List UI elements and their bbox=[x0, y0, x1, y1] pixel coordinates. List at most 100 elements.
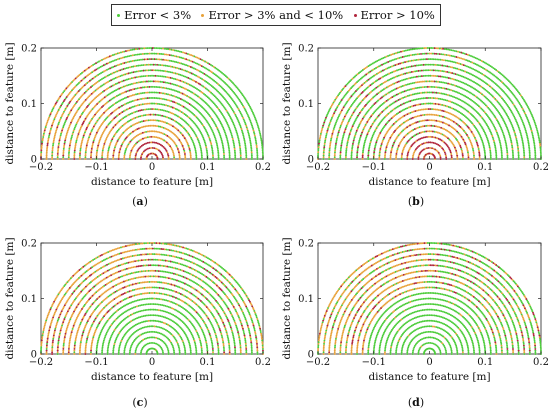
data-point bbox=[136, 104, 139, 107]
data-point bbox=[152, 108, 155, 111]
data-point bbox=[430, 91, 433, 94]
data-point bbox=[45, 122, 48, 125]
data-point bbox=[177, 61, 179, 64]
data-point bbox=[232, 110, 235, 113]
data-point bbox=[73, 151, 76, 154]
data-point bbox=[186, 95, 189, 97]
data-point bbox=[138, 299, 141, 301]
data-point bbox=[324, 136, 327, 139]
data-point bbox=[130, 94, 133, 97]
data-point bbox=[467, 158, 470, 160]
data-point bbox=[196, 109, 199, 112]
data-point bbox=[493, 141, 496, 144]
data-point bbox=[102, 104, 105, 107]
data-point bbox=[113, 147, 116, 150]
data-point bbox=[156, 320, 158, 323]
data-point bbox=[151, 341, 154, 344]
data-point bbox=[168, 93, 171, 96]
data-point bbox=[151, 52, 154, 55]
data-point bbox=[250, 146, 253, 149]
data-point bbox=[374, 144, 377, 147]
data-point bbox=[260, 139, 263, 142]
data-point bbox=[221, 114, 224, 117]
data-point bbox=[515, 139, 518, 142]
data-point bbox=[500, 151, 503, 154]
data-point bbox=[117, 94, 120, 97]
data-point bbox=[250, 154, 253, 157]
data-point bbox=[528, 156, 531, 159]
data-point bbox=[81, 113, 83, 115]
data-point bbox=[157, 119, 160, 122]
data-point bbox=[495, 151, 498, 154]
data-point bbox=[133, 143, 136, 146]
data-point bbox=[412, 104, 415, 107]
data-point bbox=[107, 93, 110, 96]
data-point bbox=[447, 48, 450, 51]
data-point bbox=[121, 74, 123, 77]
data-point bbox=[156, 136, 159, 139]
data-point bbox=[239, 124, 242, 127]
data-point bbox=[72, 106, 74, 109]
data-point bbox=[234, 154, 237, 157]
data-point bbox=[156, 297, 159, 300]
data-point bbox=[501, 158, 503, 160]
data-point bbox=[110, 79, 113, 82]
data-point bbox=[228, 95, 231, 98]
y-axis-label: distance to feature [m] bbox=[281, 42, 293, 164]
data-point bbox=[88, 95, 91, 98]
data-point bbox=[89, 94, 92, 96]
data-point bbox=[239, 126, 242, 129]
data-point bbox=[506, 152, 509, 155]
data-point bbox=[102, 339, 105, 342]
data-point bbox=[163, 92, 166, 95]
data-point bbox=[49, 131, 51, 134]
data-point bbox=[170, 54, 173, 57]
data-point bbox=[239, 149, 242, 152]
data-point bbox=[124, 50, 127, 53]
data-point bbox=[224, 118, 227, 121]
data-point bbox=[93, 124, 96, 126]
data-point bbox=[130, 71, 133, 74]
data-point bbox=[95, 112, 98, 115]
data-point bbox=[152, 80, 155, 83]
data-point bbox=[334, 147, 337, 150]
data-point bbox=[510, 142, 513, 145]
data-point bbox=[146, 52, 149, 55]
data-point bbox=[465, 146, 468, 149]
data-point bbox=[107, 344, 110, 347]
data-point bbox=[413, 48, 416, 50]
data-point bbox=[519, 131, 522, 134]
data-point bbox=[401, 151, 404, 154]
data-point bbox=[142, 125, 145, 128]
data-point bbox=[230, 118, 233, 121]
data-point bbox=[122, 131, 125, 134]
data-point bbox=[411, 158, 414, 160]
data-point bbox=[416, 92, 419, 95]
data-point bbox=[90, 156, 92, 159]
data-point bbox=[229, 115, 231, 118]
data-point bbox=[147, 319, 150, 322]
data-point bbox=[233, 102, 236, 105]
data-point bbox=[420, 58, 423, 61]
data-point bbox=[207, 122, 210, 125]
data-point bbox=[210, 85, 213, 87]
data-point bbox=[215, 114, 218, 117]
data-point bbox=[42, 136, 45, 138]
data-point bbox=[432, 58, 435, 61]
data-point bbox=[149, 319, 152, 322]
data-point bbox=[204, 144, 207, 147]
data-point bbox=[120, 144, 123, 147]
data-point bbox=[129, 349, 132, 352]
data-point bbox=[167, 122, 170, 125]
data-point bbox=[47, 136, 50, 139]
data-point bbox=[62, 158, 65, 160]
data-point bbox=[325, 134, 328, 137]
data-point bbox=[221, 142, 224, 145]
data-point bbox=[164, 115, 167, 118]
data-point bbox=[165, 87, 168, 90]
data-point bbox=[261, 142, 263, 145]
data-point bbox=[83, 131, 86, 134]
data-point bbox=[103, 76, 106, 79]
data-point bbox=[100, 135, 103, 137]
data-point bbox=[112, 126, 115, 129]
